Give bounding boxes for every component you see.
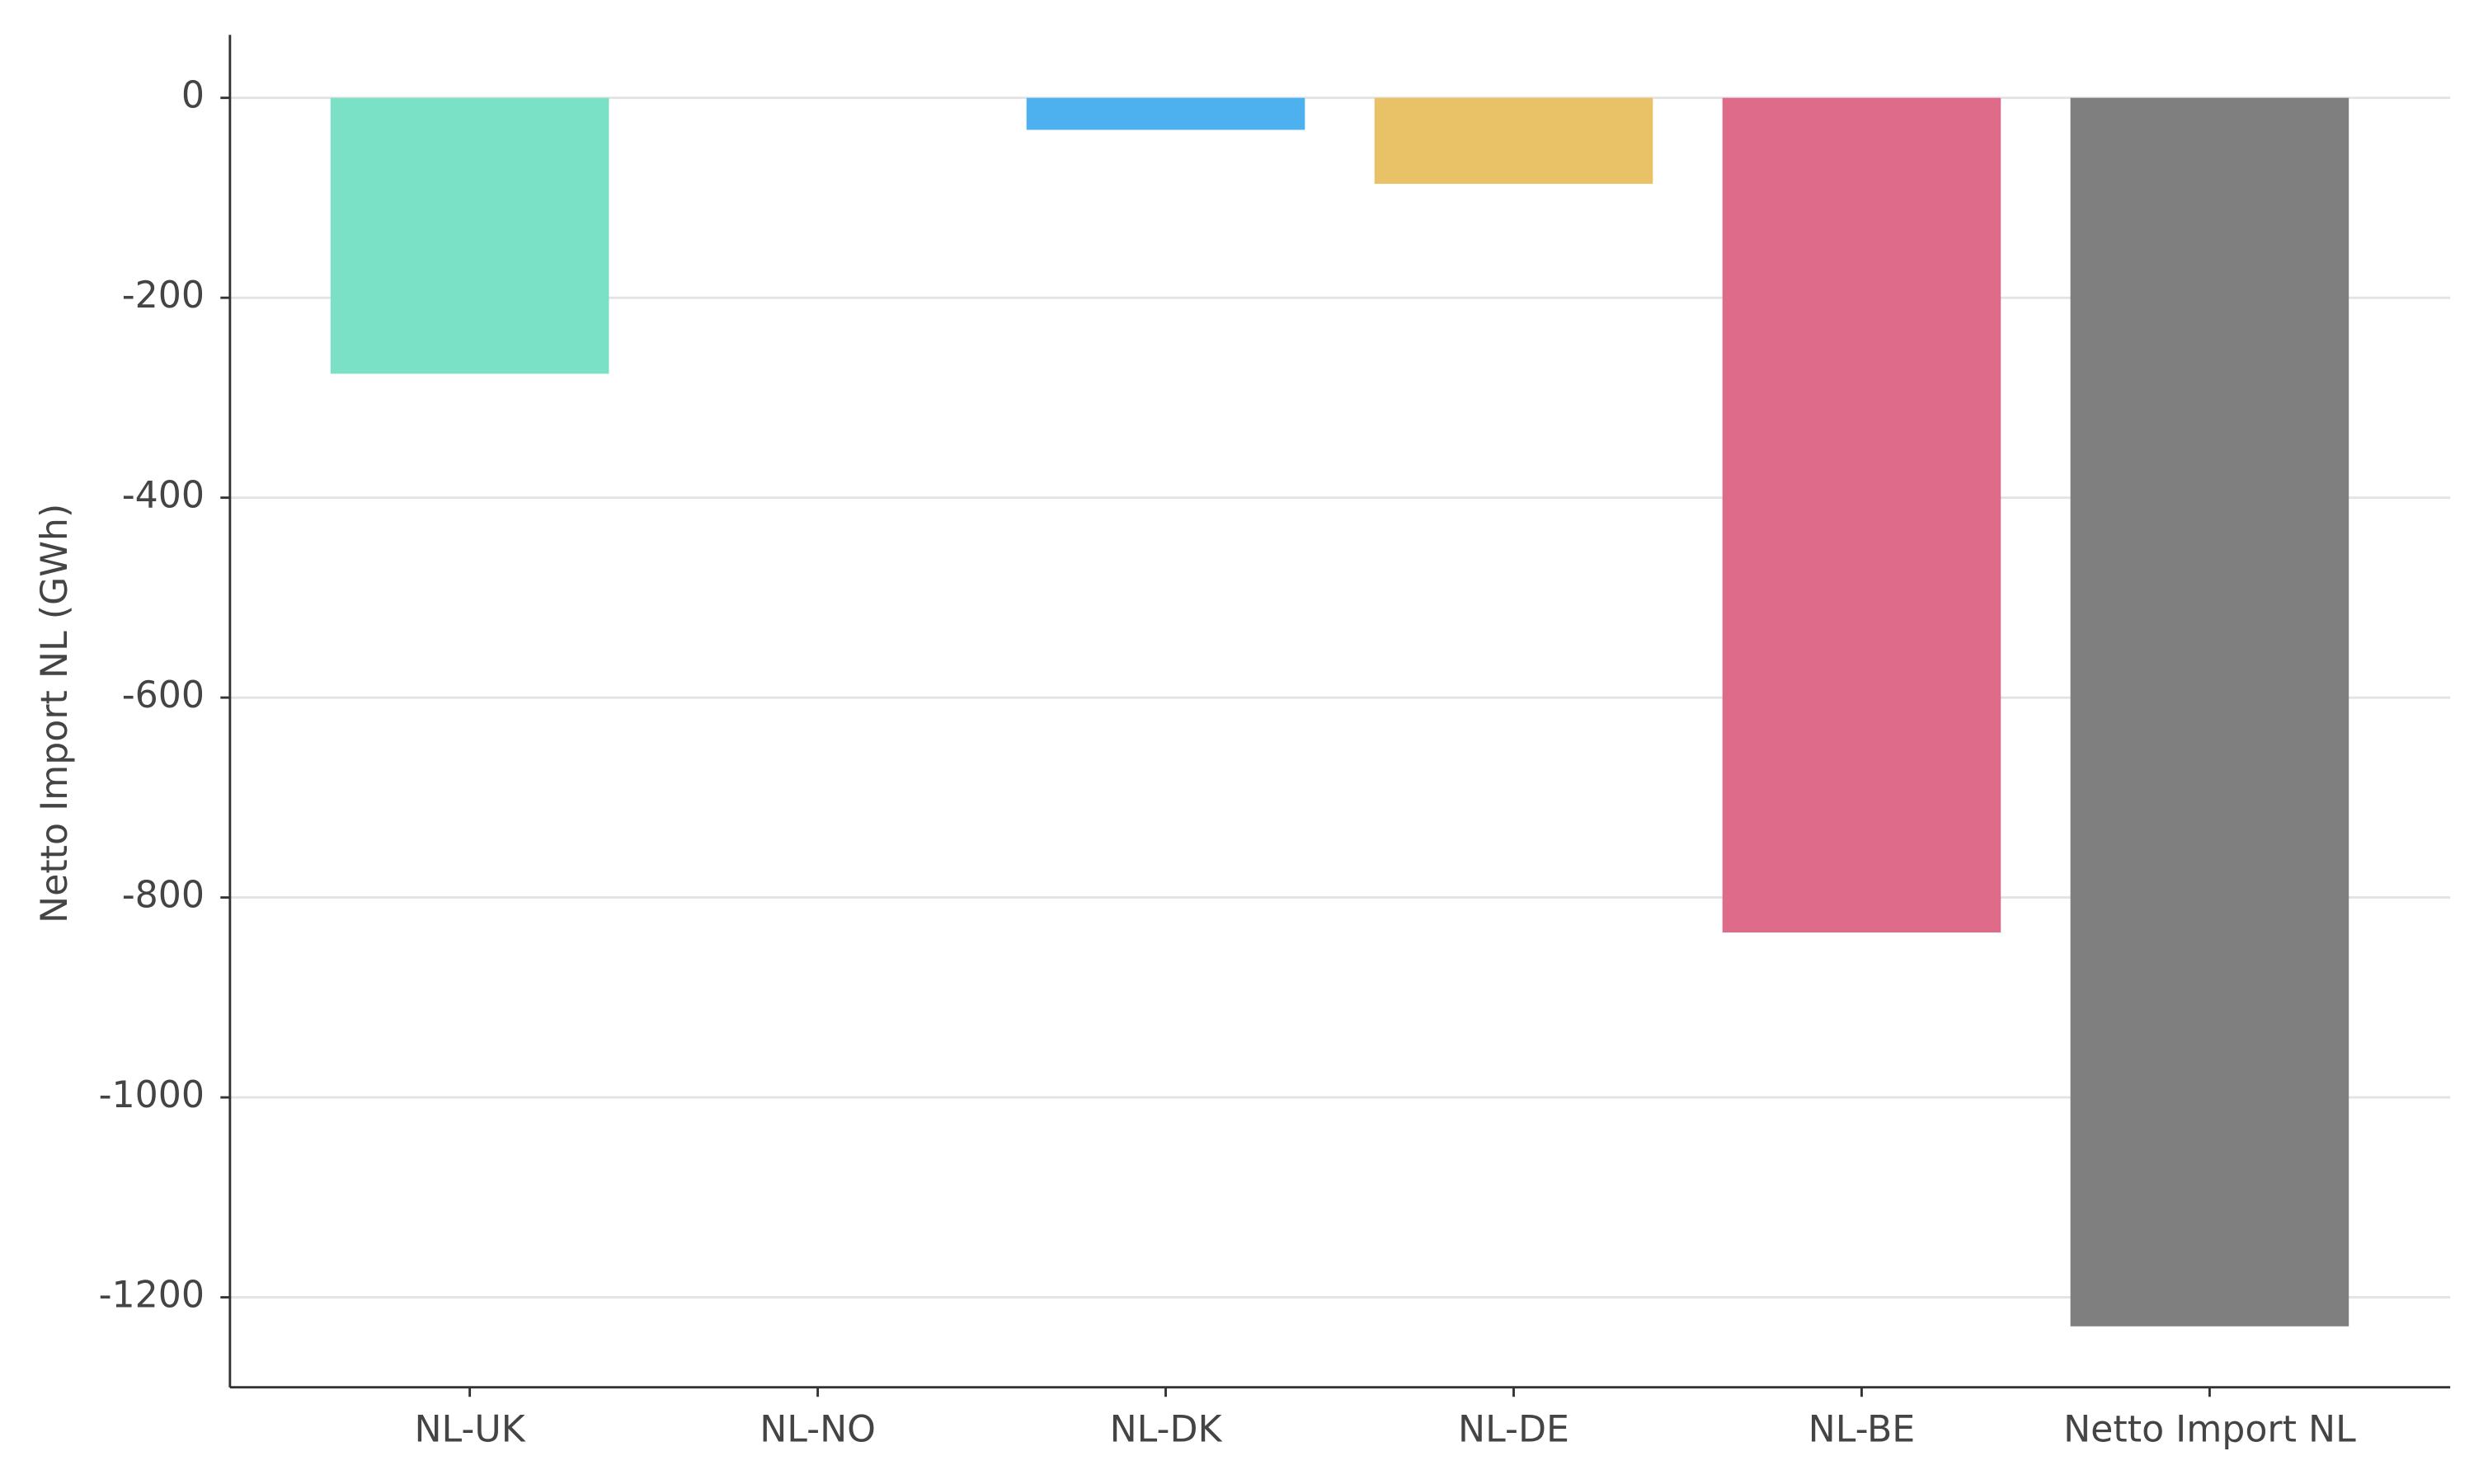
x-tick-label: Netto Import NL [2063,1409,2356,1451]
y-tick-label: -200 [122,275,205,317]
x-tick-label: NL-DK [1110,1409,1223,1451]
y-tick-label: 0 [181,75,205,117]
x-tick-label: NL-DE [1458,1409,1569,1451]
x-tick-label: NL-NO [760,1409,876,1451]
bar [330,97,609,374]
y-tick-label: -400 [122,475,205,517]
y-axis-title: Netto Import NL (GWh) [34,504,76,923]
bar [1026,97,1305,130]
y-tick-label: -1200 [99,1275,205,1317]
x-tick-label: NL-UK [414,1409,525,1451]
bar [1722,97,2001,933]
bar [2070,97,2349,1327]
y-tick-label: -1000 [99,1074,205,1116]
x-tick-label: NL-BE [1808,1409,1916,1451]
bar [1374,97,1653,184]
y-tick-label: -800 [122,875,205,917]
y-tick-label: -600 [122,674,205,716]
